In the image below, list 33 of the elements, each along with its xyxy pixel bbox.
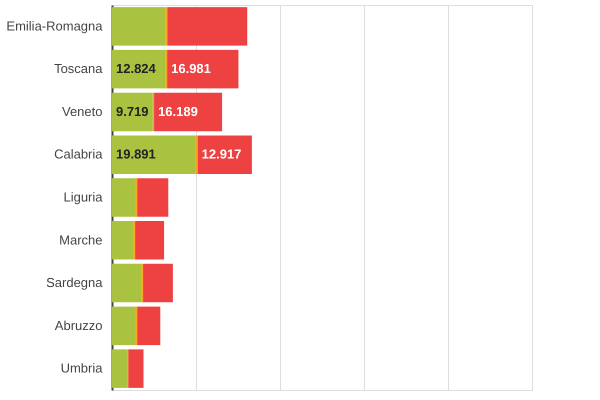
bar xyxy=(128,349,144,388)
y-tick-label: Calabria xyxy=(54,146,104,162)
bar xyxy=(112,178,136,217)
y-tick-label: Toscana xyxy=(54,61,104,76)
y-tick-label: Liguria xyxy=(63,190,104,204)
bar xyxy=(198,135,252,174)
data-label: 16.189 xyxy=(158,104,198,119)
y-tick-label: Veneto xyxy=(62,104,102,119)
y-tick-label: Abruzzo xyxy=(54,318,102,333)
bar xyxy=(112,221,134,260)
bar xyxy=(135,221,164,260)
data-label: 9.719 xyxy=(116,104,149,119)
data-label: 16.981 xyxy=(171,61,211,76)
bar xyxy=(112,50,166,88)
data-label: 12.917 xyxy=(202,146,242,162)
data-label: 12.824 xyxy=(116,61,157,76)
bar xyxy=(137,178,168,217)
data-label: 19.891 xyxy=(116,146,156,162)
bar xyxy=(167,50,238,88)
bar xyxy=(137,306,160,346)
bar xyxy=(112,7,166,46)
bar xyxy=(167,7,248,46)
bar xyxy=(143,264,173,302)
bar xyxy=(112,306,136,346)
y-tick-label: Sardegna xyxy=(46,275,104,290)
y-tick-label: Emilia-Romagna xyxy=(6,18,104,34)
bar xyxy=(112,349,128,388)
y-tick-label: Marche xyxy=(59,232,102,248)
bar xyxy=(112,264,142,302)
bar xyxy=(112,92,153,132)
bar xyxy=(112,135,196,174)
bar xyxy=(154,92,222,132)
y-tick-label: Umbria xyxy=(60,360,104,376)
